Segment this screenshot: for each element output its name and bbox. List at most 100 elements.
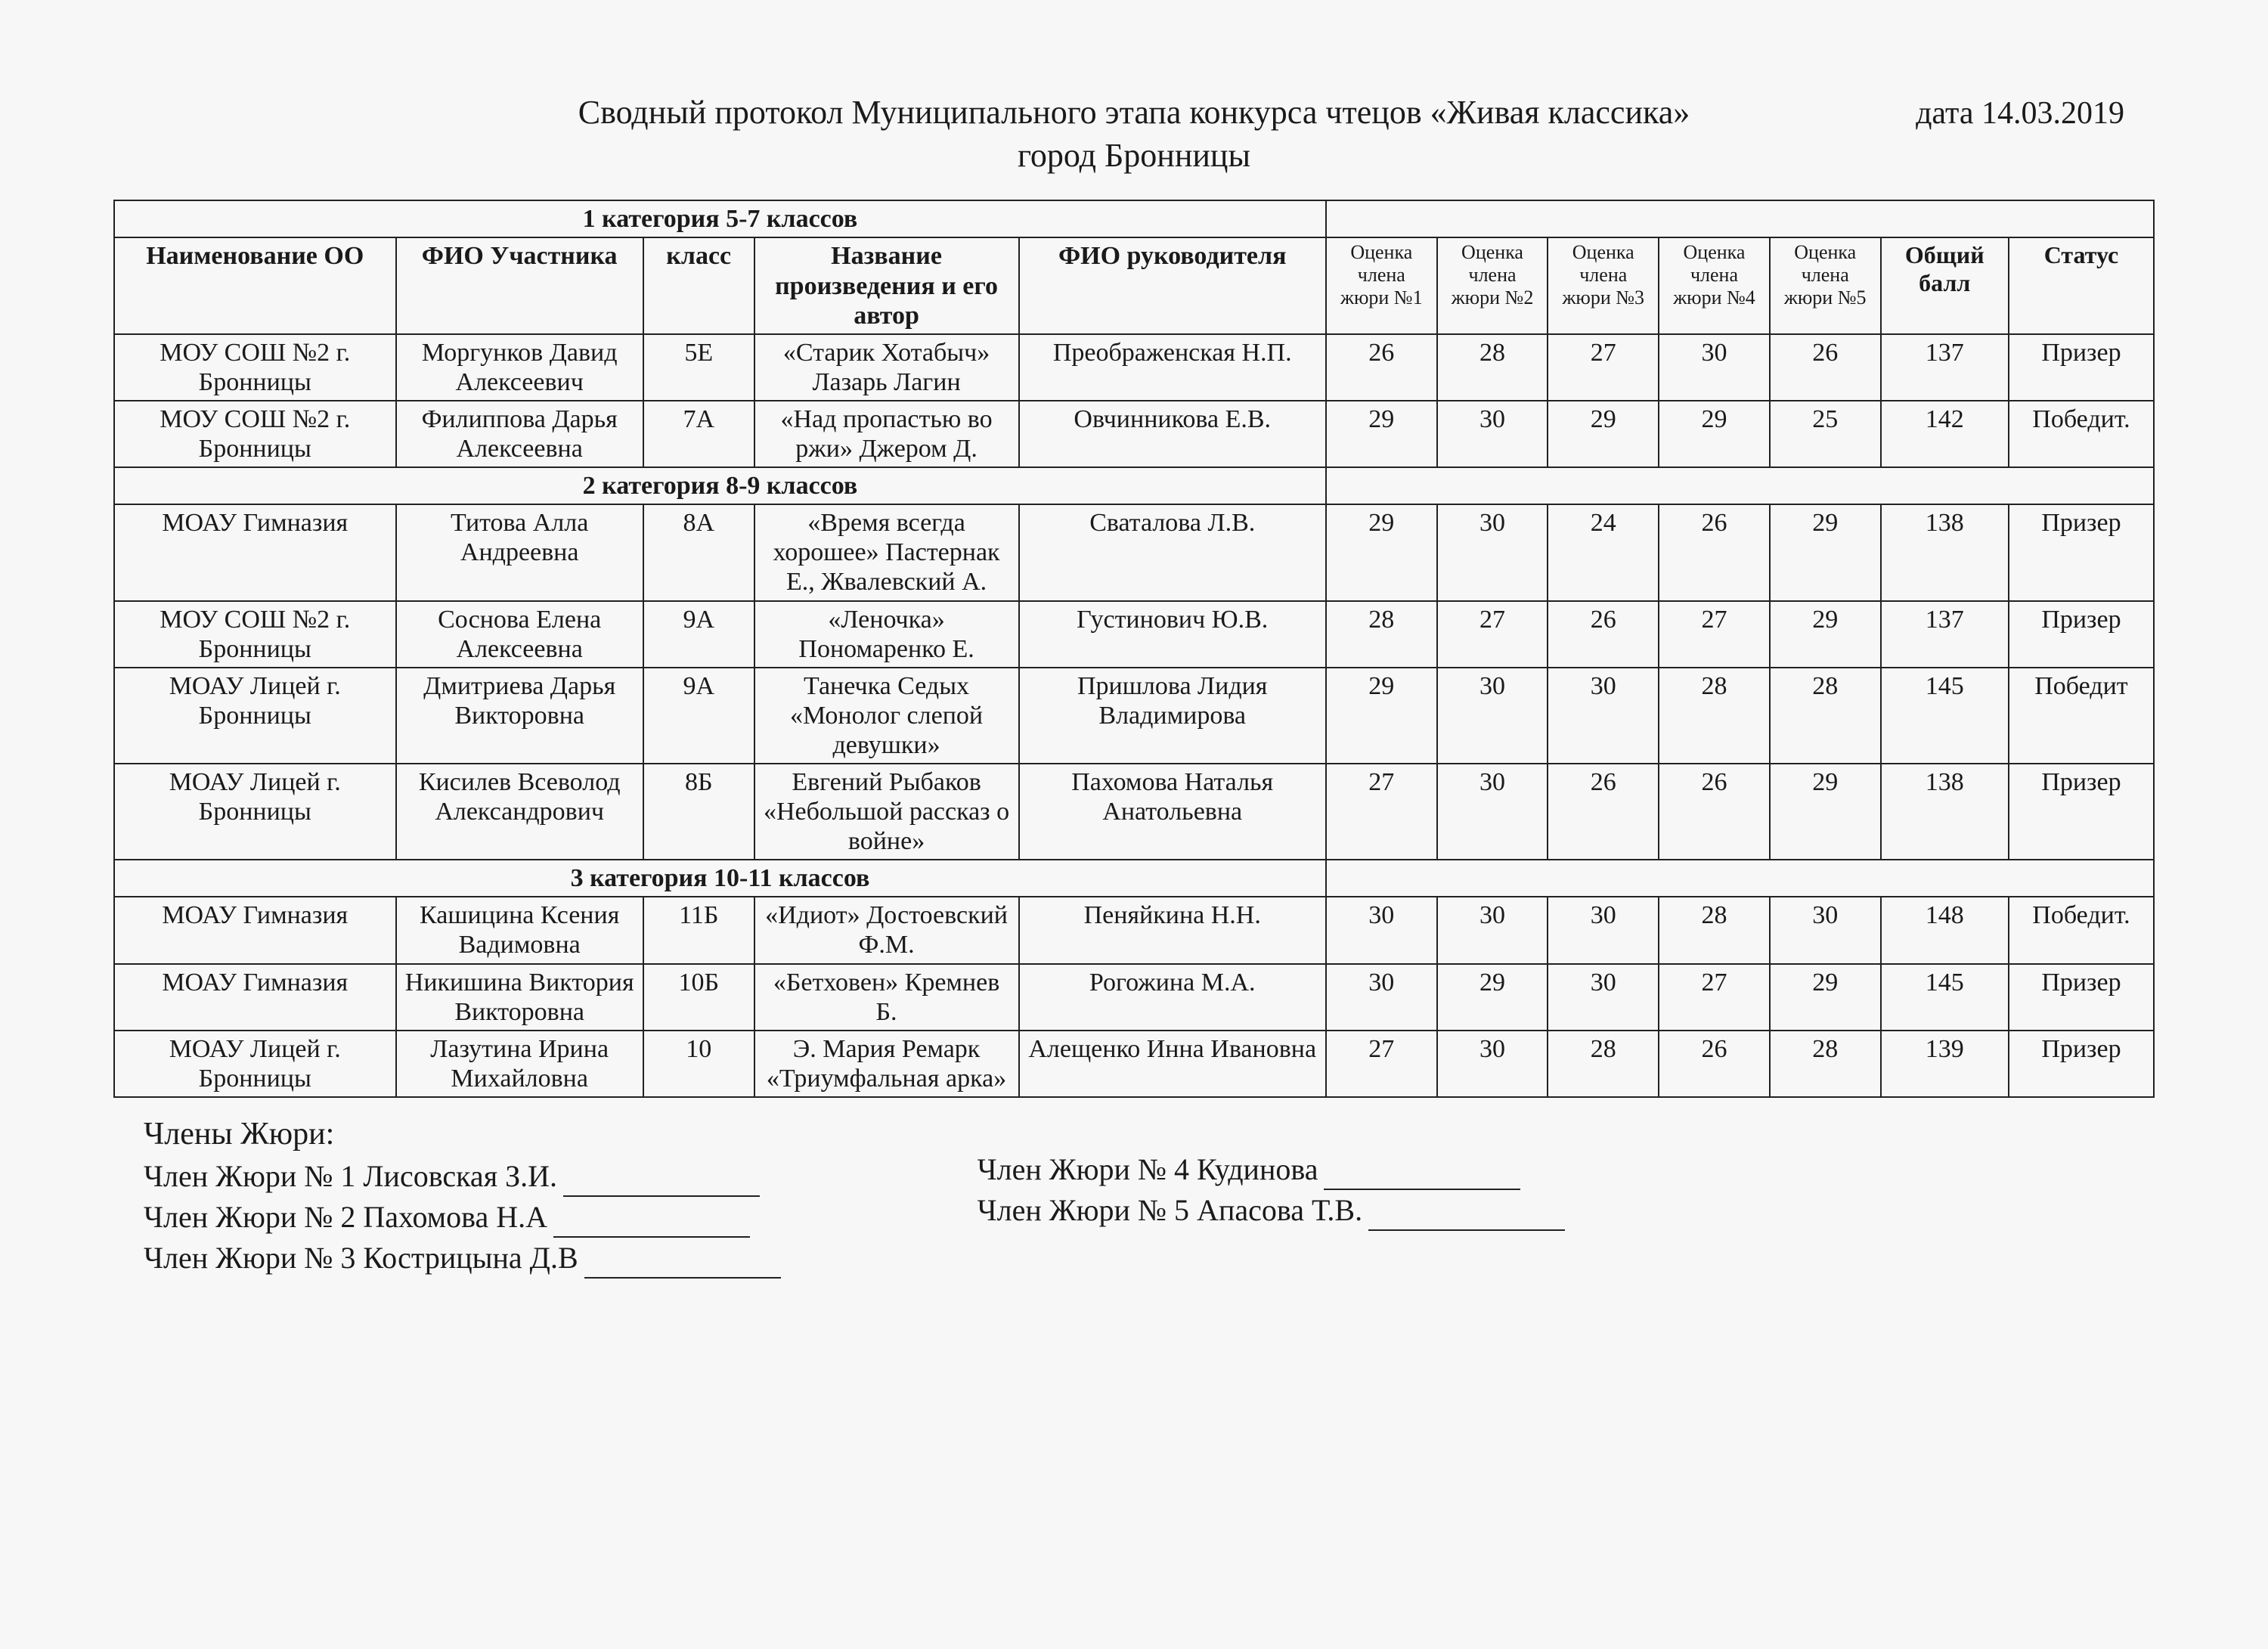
cell-j1: 27 (1326, 1031, 1437, 1097)
cell-work: «Над пропастью во ржи» Джером Д. (754, 401, 1019, 467)
cell-participant: Моргунков Давид Алексеевич (396, 334, 643, 401)
cell-class: 11Б (643, 897, 754, 963)
document-page: Сводный протокол Муниципального этапа ко… (0, 0, 2268, 1649)
cell-org: МОАУ Гимназия (114, 964, 396, 1031)
cell-j3: 26 (1548, 601, 1659, 668)
category-label: 1 категория 5-7 классов (114, 200, 1326, 237)
table-row: МОУ СОШ №2 г. БронницыМоргунков Давид Ал… (114, 334, 2154, 401)
cell-teacher: Сваталова Л.В. (1019, 504, 1326, 600)
col-participant: ФИО Участника (396, 237, 643, 333)
table-row: МОАУ Лицей г. БронницыДмитриева Дарья Ви… (114, 668, 2154, 764)
category-row: 2 категория 8-9 классов (114, 467, 2154, 504)
cell-work: «Идиот» Достоевский Ф.М. (754, 897, 1019, 963)
cell-total: 148 (1881, 897, 2009, 963)
col-org: Наименование ОО (114, 237, 396, 333)
cell-j3: 24 (1548, 504, 1659, 600)
cell-class: 10 (643, 1031, 754, 1097)
cell-j4: 27 (1659, 964, 1770, 1031)
cell-teacher: Рогожина М.А. (1019, 964, 1326, 1031)
cell-teacher: Густинович Ю.В. (1019, 601, 1326, 668)
cell-j3: 30 (1548, 668, 1659, 764)
jury-block: Члены Жюри: Член Жюри № 1 Лисовская З.И.… (113, 1113, 2155, 1279)
cell-class: 8Б (643, 764, 754, 860)
cell-status: Призер (2009, 1031, 2154, 1097)
jury-right: Член Жюри № 4 Кудинова Член Жюри № 5 Апа… (978, 1113, 1565, 1279)
col-j3: Оценка члена жюри №3 (1548, 237, 1659, 333)
cell-j4: 30 (1659, 334, 1770, 401)
table-row: МОАУ ГимназияНикишина Виктория Викторовн… (114, 964, 2154, 1031)
cell-j2: 27 (1437, 601, 1548, 668)
cell-j2: 28 (1437, 334, 1548, 401)
category-row: 3 категория 10-11 классов (114, 860, 2154, 897)
cell-teacher: Алещенко Инна Ивановна (1019, 1031, 1326, 1097)
cell-participant: Никишина Виктория Викторовна (396, 964, 643, 1031)
cell-participant: Дмитриева Дарья Викторовна (396, 668, 643, 764)
cell-participant: Кисилев Всеволод Александрович (396, 764, 643, 860)
cell-total: 138 (1881, 764, 2009, 860)
signature-line (563, 1165, 760, 1197)
jury-line: Член Жюри № 2 Пахомова Н.А (144, 1197, 781, 1238)
cell-j5: 30 (1770, 897, 1881, 963)
cell-work: Евгений Рыбаков «Небольшой рассказ о вой… (754, 764, 1019, 860)
title-line2: город Бронницы (1018, 137, 1250, 174)
cell-total: 142 (1881, 401, 2009, 467)
cell-class: 8А (643, 504, 754, 600)
cell-j1: 29 (1326, 504, 1437, 600)
cell-class: 9А (643, 668, 754, 764)
table-row: МОУ СОШ №2 г. БронницыСоснова Елена Алек… (114, 601, 2154, 668)
signature-line (1324, 1158, 1520, 1190)
cell-j2: 30 (1437, 1031, 1548, 1097)
category-row: 1 категория 5-7 классов (114, 200, 2154, 237)
jury-header: Члены Жюри: (144, 1113, 781, 1156)
cell-j2: 29 (1437, 964, 1548, 1031)
cell-status: Призер (2009, 764, 2154, 860)
cell-participant: Лазутина Ирина Михайловна (396, 1031, 643, 1097)
cell-org: МОУ СОШ №2 г. Бронницы (114, 601, 396, 668)
cell-j5: 29 (1770, 964, 1881, 1031)
cell-work: «Леночка» Пономаренко Е. (754, 601, 1019, 668)
cell-j5: 29 (1770, 504, 1881, 600)
title-row: Сводный протокол Муниципального этапа ко… (113, 91, 2155, 177)
jury-line: Член Жюри № 4 Кудинова (978, 1149, 1565, 1190)
cell-j1: 28 (1326, 601, 1437, 668)
cell-j2: 30 (1437, 401, 1548, 467)
cell-work: «Старик Хотабыч» Лазарь Лагин (754, 334, 1019, 401)
cell-j4: 27 (1659, 601, 1770, 668)
cell-j5: 28 (1770, 668, 1881, 764)
category-label: 2 категория 8-9 классов (114, 467, 1326, 504)
cell-j5: 29 (1770, 764, 1881, 860)
cell-j2: 30 (1437, 897, 1548, 963)
table-row: МОУ СОШ №2 г. БронницыФилиппова Дарья Ал… (114, 401, 2154, 467)
cell-j5: 25 (1770, 401, 1881, 467)
col-work: Название произведения и его автор (754, 237, 1019, 333)
cell-j4: 28 (1659, 668, 1770, 764)
cell-org: МОАУ Гимназия (114, 504, 396, 600)
cell-j2: 30 (1437, 764, 1548, 860)
cell-total: 145 (1881, 668, 2009, 764)
col-status: Статус (2009, 237, 2154, 333)
cell-j1: 29 (1326, 401, 1437, 467)
cell-class: 5Е (643, 334, 754, 401)
cell-participant: Соснова Елена Алексеевна (396, 601, 643, 668)
cell-work: Э. Мария Ремарк «Триумфальная арка» (754, 1031, 1019, 1097)
cell-j1: 29 (1326, 668, 1437, 764)
cell-j1: 30 (1326, 897, 1437, 963)
cell-work: «Бетховен» Кремнев Б. (754, 964, 1019, 1031)
table-row: МОАУ Лицей г. БронницыЛазутина Ирина Мих… (114, 1031, 2154, 1097)
cell-class: 7А (643, 401, 754, 467)
table-row: МОАУ ГимназияТитова Алла Андреевна8А«Вре… (114, 504, 2154, 600)
cell-j2: 30 (1437, 504, 1548, 600)
cell-org: МОАУ Лицей г. Бронницы (114, 1031, 396, 1097)
cell-status: Призер (2009, 504, 2154, 600)
cell-j3: 30 (1548, 964, 1659, 1031)
cell-org: МОАУ Гимназия (114, 897, 396, 963)
cell-work: «Время всегда хорошее» Пастернак Е., Жва… (754, 504, 1019, 600)
col-j2: Оценка члена жюри №2 (1437, 237, 1548, 333)
cell-class: 9А (643, 601, 754, 668)
col-teacher: ФИО руководителя (1019, 237, 1326, 333)
cell-total: 137 (1881, 334, 2009, 401)
cell-j3: 27 (1548, 334, 1659, 401)
col-j1: Оценка члена жюри №1 (1326, 237, 1437, 333)
cell-participant: Кашицина Ксения Вадимовна (396, 897, 643, 963)
cell-status: Победит (2009, 668, 2154, 764)
